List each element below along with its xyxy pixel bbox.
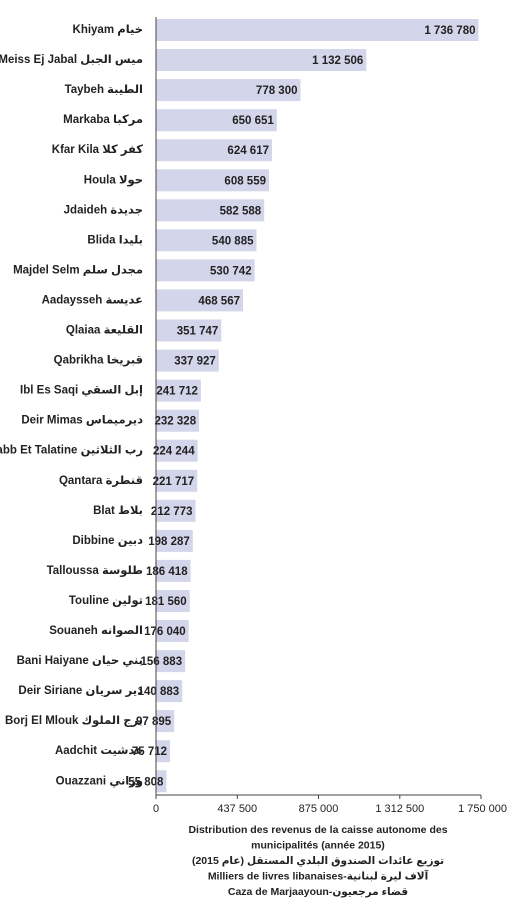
value-label: 75 712 [132, 746, 167, 758]
category-label: Blat بلاط [93, 505, 143, 517]
bar [156, 79, 301, 102]
category-label: Dibbine دبين [72, 535, 143, 547]
bar [156, 49, 367, 71]
value-label: 221 717 [153, 476, 195, 488]
caption-line: municipalités (année 2015) [251, 840, 385, 852]
value-labels: 1 736 780 1 132 506 778 300 650 651 624 617 6… [128, 25, 475, 788]
bar [156, 319, 222, 342]
bar [156, 19, 479, 41]
category-label: Taybeh الطيبة [65, 84, 143, 96]
bar [156, 620, 189, 642]
bar [156, 650, 186, 673]
category-label: Meiss Ej Jabal ميس الجبل [0, 54, 143, 66]
value-label: 241 712 [156, 386, 198, 398]
bar [156, 409, 200, 432]
value-label: 608 559 [224, 175, 266, 187]
caption-line: Distribution des revenus de la caisse au… [188, 824, 447, 836]
category-label: Majdel Selm مجدل سلم [13, 264, 143, 276]
bar [156, 109, 277, 132]
bar [156, 590, 190, 612]
value-label: 778 300 [256, 85, 298, 97]
value-label: 224 244 [153, 446, 195, 458]
value-label: 468 567 [198, 295, 240, 307]
category-label: Talloussa طلوسة [47, 565, 144, 578]
bar [156, 740, 171, 763]
x-tick-label: 1 750 000 [458, 803, 507, 815]
value-label: 212 773 [151, 506, 193, 518]
caption-line: Milliers de livres libanaises-آلاف ليرة … [208, 870, 429, 883]
category-label: Khiyam خيام [73, 24, 143, 36]
value-label: 582 588 [220, 205, 262, 217]
value-label: 232 328 [155, 416, 197, 428]
category-label: Aadchit عدشيت [55, 745, 143, 757]
category-label: Souaneh الصوانه [49, 625, 143, 638]
category-labels: Khiyam خيام Meiss Ej Jabal ميس الجبل Taybe… [0, 24, 143, 788]
category-label: Deir Siriane دير سريان [18, 685, 143, 697]
bar [156, 499, 196, 522]
value-label: 176 040 [144, 626, 186, 638]
bar [156, 289, 243, 312]
category-label: Touline تولين [69, 595, 143, 608]
chart-caption: Distribution des revenus de la caisse au… [188, 824, 447, 898]
value-label: 337 927 [174, 356, 216, 368]
bar [156, 680, 183, 703]
value-label: 1 736 780 [424, 25, 475, 37]
value-label: 181 560 [145, 596, 187, 608]
value-label: 624 617 [227, 145, 269, 157]
category-label: Markaba مركبا [63, 114, 143, 126]
bar [156, 559, 191, 582]
value-label: 55 808 [128, 776, 164, 788]
bars-layer [156, 19, 479, 793]
value-label: 156 883 [141, 656, 183, 668]
category-label: Qantara قنطرة [59, 475, 143, 487]
category-label: Ouazzani وزاني [56, 775, 143, 788]
bar [156, 469, 198, 492]
bar [156, 710, 175, 733]
category-label: Blida بليدا [87, 234, 143, 246]
bar [156, 379, 201, 402]
category-label: Kfar Kila كفر كلا [52, 144, 144, 156]
bar [156, 199, 265, 222]
value-label: 97 895 [136, 716, 172, 728]
bar [156, 529, 193, 552]
bar [156, 229, 257, 252]
category-label: Deir Mimas ديرميماس [21, 415, 143, 427]
value-label: 186 418 [146, 566, 188, 578]
category-label: Rabb Et Talatine رب الثلاثين [0, 445, 143, 457]
bar [156, 139, 272, 162]
value-label: 540 885 [212, 235, 254, 247]
value-label: 198 287 [148, 536, 190, 548]
bar [156, 770, 167, 793]
value-label: 1 132 506 [312, 55, 363, 67]
category-label: Qabrikha قبريخا [54, 355, 143, 367]
category-label: Jdaideh جديدة [64, 204, 143, 216]
bar [156, 349, 219, 372]
x-tick-label: 437 500 [217, 803, 257, 815]
value-label: 530 742 [210, 265, 252, 277]
value-label: 650 651 [232, 115, 274, 127]
category-label: Ibl Es Saqi إبل السقي [20, 385, 143, 397]
caption-line: Caza de Marjaayoun-قضاء مرجعيون [228, 886, 408, 898]
category-label: Bani Haiyane بني حيان [17, 655, 143, 667]
category-label: Qlaiaa القليعة [66, 325, 143, 337]
x-tick-label: 1 312 500 [375, 803, 424, 815]
value-label: 140 883 [138, 686, 180, 698]
value-label: 351 747 [177, 326, 219, 338]
x-tick-label: 875 000 [299, 803, 339, 815]
caption-line: توزيع عائدات الصندوق البلدي المستقل (عام… [192, 855, 444, 867]
category-label: Aadaysseh عديسة [42, 294, 143, 306]
bar [156, 439, 198, 462]
x-tick-label: 0 [153, 803, 159, 815]
bar [156, 259, 255, 282]
category-label: Houla حولا [84, 174, 143, 187]
category-label: Borj El Mlouk برج الملوك [5, 715, 143, 728]
bar [156, 169, 269, 192]
x-axis: 0 437 500 875 000 1 312 500 1 750 000 [153, 17, 507, 815]
